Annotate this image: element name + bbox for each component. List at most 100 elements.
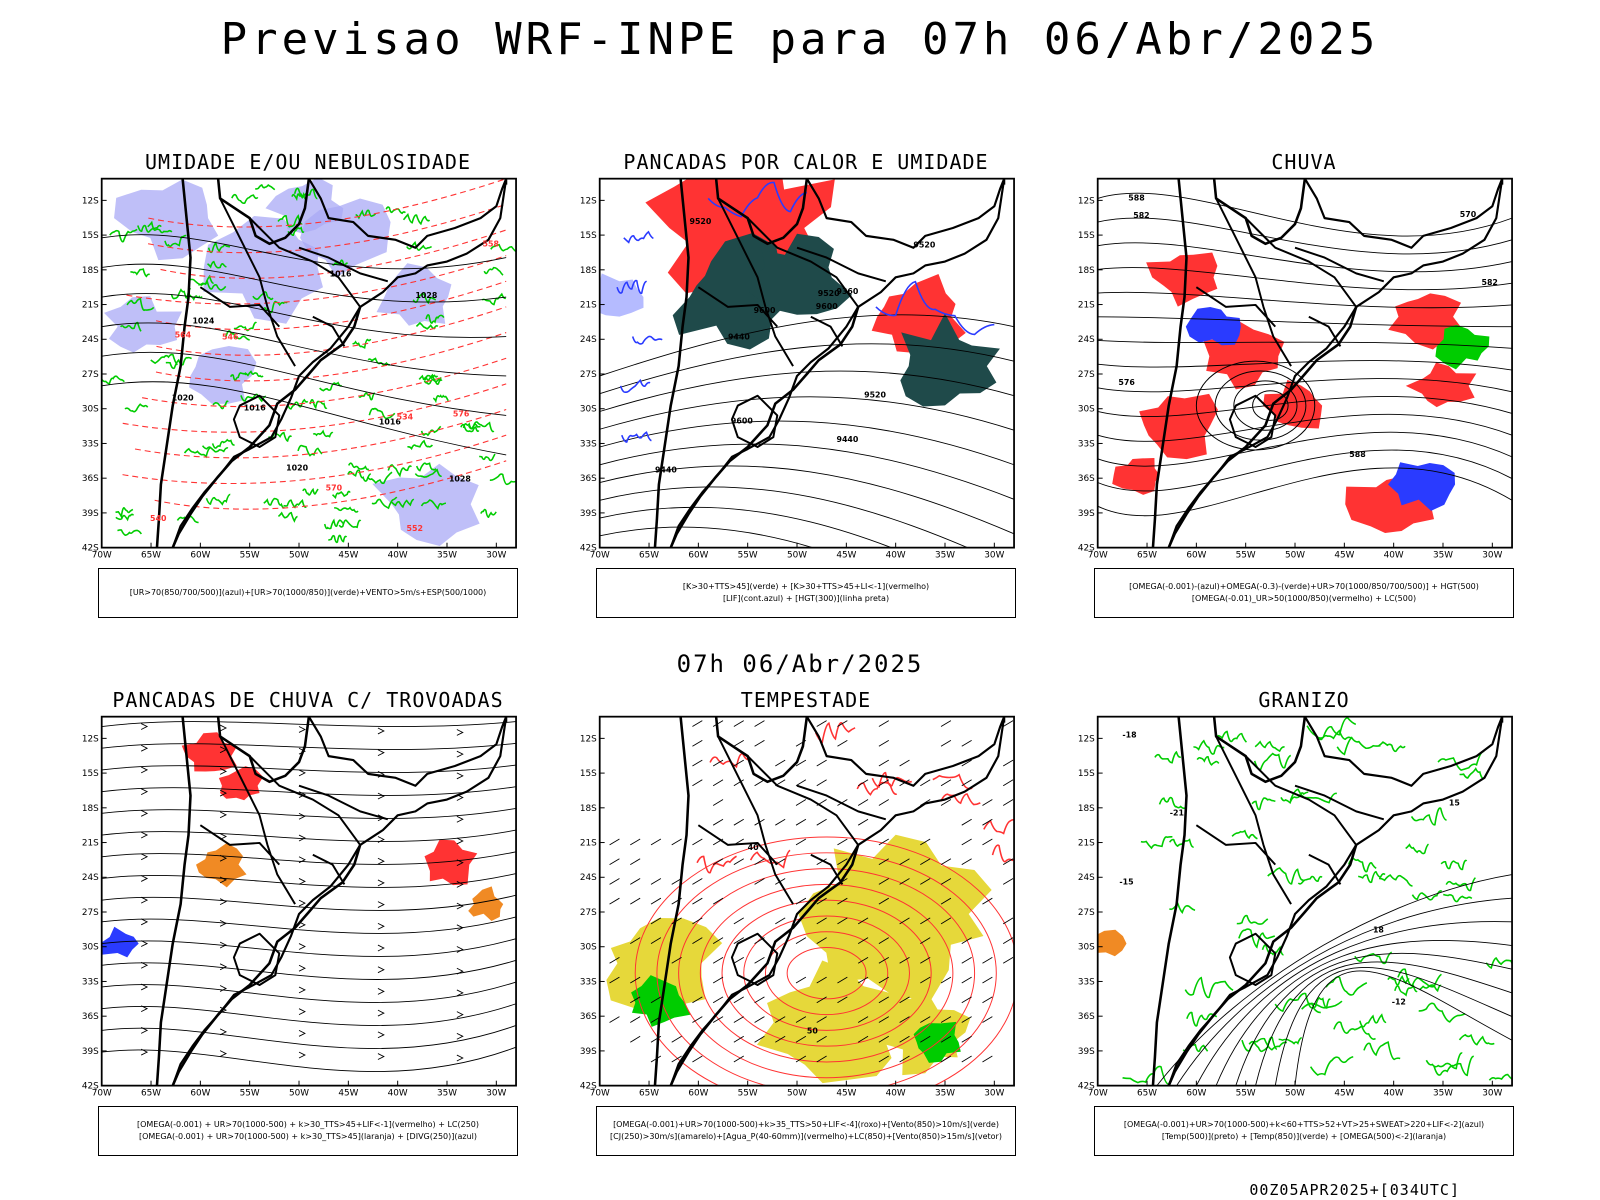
lat-tick-label: 36S: [580, 474, 597, 484]
lat-tick-label: 15S: [1078, 231, 1095, 241]
contour-label: 1020: [286, 464, 308, 473]
lon-tick-label: 70W: [1088, 1088, 1108, 1098]
lon-tick-label: 40W: [388, 550, 408, 560]
lat-tick-label: 33S: [82, 439, 99, 449]
lat-tick-label: 39S: [1078, 509, 1095, 519]
contour-label: 1028: [415, 291, 437, 300]
map-frame: [100, 715, 517, 1087]
lat-tick-label: 33S: [1078, 977, 1095, 987]
contour-label: 576: [453, 409, 470, 418]
lat-tick-label: 24S: [82, 335, 99, 345]
panel-legend: [OMEGA(-0.001)+UR>70(1000-500)+k>35_TTS>…: [596, 1106, 1016, 1156]
panel-legend: [UR>70(850/700/500)](azul)+[UR>70(1000/8…: [98, 568, 518, 618]
lat-tick-label: 21S: [82, 301, 99, 311]
lon-tick-label: 40W: [886, 1088, 906, 1098]
contour-label: 1028: [449, 475, 471, 484]
lon-tick-label: 65W: [639, 1088, 659, 1098]
lat-tick-label: 15S: [82, 231, 99, 241]
lat-tick-label: 42S: [1078, 1082, 1095, 1092]
lat-tick-label: 36S: [1078, 474, 1095, 484]
lat-tick-label: 30S: [580, 943, 597, 953]
weather-map: 50 40 12S 15S 18S 21S 24S 27S 30S 33S 36S 39S 42S70W…: [580, 715, 1015, 1098]
contour-label: 1020: [172, 394, 194, 403]
contour-label: 9600: [731, 416, 753, 425]
weather-map: 582 588 576 570 582 588 12S 15S 18S 21S 24S 27S 30S 3…: [1078, 177, 1513, 560]
contour-label: 9520: [864, 391, 886, 400]
panel-trovoadas: PANCADAS DE CHUVA C/ TROVOADAS 12S 15S 18S 2…: [82, 688, 518, 1168]
contour-label: 1016: [244, 404, 266, 413]
lon-tick-label: 30W: [984, 1088, 1004, 1098]
lat-tick-label: 33S: [82, 977, 99, 987]
lat-tick-label: 39S: [580, 509, 597, 519]
contour-label: -18: [1122, 730, 1136, 739]
legend-line: [OMEGA(-0.01)_UR>50(1000/850)(vermelho) …: [1191, 594, 1417, 603]
lat-tick-label: 12S: [82, 734, 99, 744]
weather-map: -12 -18 -15 -21 18 15 12S 15S 18S 21S 24S 27S 30S 33S…: [1078, 715, 1513, 1098]
lat-tick-label: 33S: [580, 977, 597, 987]
lon-tick-label: 60W: [1186, 1088, 1206, 1098]
lon-tick-label: 45W: [1334, 1088, 1354, 1098]
lat-tick-label: 27S: [580, 908, 597, 918]
lat-tick-label: 15S: [580, 769, 597, 779]
contour-label: 9440: [836, 435, 858, 444]
lat-tick-label: 30S: [1078, 405, 1095, 415]
lon-tick-label: 65W: [1137, 1088, 1157, 1098]
lon-tick-label: 55W: [738, 550, 758, 560]
map-frame: [100, 177, 517, 549]
contour-label: 9440: [655, 466, 677, 475]
legend-line: [OMEGA(-0.001) + UR>70(1000-500) + k>30_…: [138, 1132, 478, 1141]
lon-tick-label: 60W: [688, 550, 708, 560]
lon-tick-label: 60W: [190, 1088, 210, 1098]
lon-tick-label: 55W: [240, 1088, 260, 1098]
lat-tick-label: 36S: [580, 1012, 597, 1022]
contour-label: 9440: [728, 332, 750, 341]
lon-tick-label: 30W: [984, 550, 1004, 560]
lon-tick-label: 50W: [289, 550, 309, 560]
contour-label: 582: [1481, 278, 1497, 287]
lon-tick-label: 40W: [886, 550, 906, 560]
run-timestamp: 00Z05APR2025+[034UTC]: [1249, 1181, 1460, 1199]
contour-label: 9360: [836, 287, 858, 296]
lon-tick-label: 55W: [738, 1088, 758, 1098]
lat-tick-label: 30S: [82, 405, 99, 415]
lat-tick-label: 33S: [1078, 439, 1095, 449]
forecast-time-label: 07h 06/Abr/2025: [676, 650, 924, 678]
lat-tick-label: 42S: [1078, 544, 1095, 554]
lat-tick-label: 12S: [580, 734, 597, 744]
map-frame: [1096, 177, 1513, 549]
contour-label: 570: [1460, 210, 1477, 219]
lat-tick-label: 18S: [82, 266, 99, 276]
contour-label: 552: [407, 524, 423, 533]
lon-tick-label: 60W: [688, 1088, 708, 1098]
lon-tick-label: 50W: [1285, 550, 1305, 560]
lon-tick-label: 35W: [1433, 1088, 1453, 1098]
lat-tick-label: 39S: [580, 1047, 597, 1057]
lon-tick-label: 45W: [836, 1088, 856, 1098]
lon-tick-label: 50W: [787, 1088, 807, 1098]
lat-tick-label: 42S: [580, 544, 597, 554]
legend-line: [OMEGA(-0.001)-(azul)+OMEGA(-0.3)-(verde…: [1129, 582, 1479, 591]
main-title: Previsao WRF-INPE para 07h 06/Abr/2025: [220, 14, 1380, 65]
lat-tick-label: 24S: [1078, 335, 1095, 345]
panel-chuva: CHUVA 582 588 576 570 582 588 12S 15S 18S 21S 24S 27…: [1078, 150, 1514, 630]
lon-tick-label: 30W: [486, 1088, 506, 1098]
map-layers: [606, 716, 1015, 1086]
lon-tick-label: 70W: [1088, 550, 1108, 560]
lat-tick-label: 39S: [82, 1047, 99, 1057]
lat-tick-label: 15S: [82, 769, 99, 779]
lat-tick-label: 21S: [580, 301, 597, 311]
lon-tick-label: 40W: [1384, 1088, 1404, 1098]
panel-legend: [K>30+TTS>45](verde) + [K>30+TTS>45+LI<-…: [596, 568, 1016, 618]
lat-tick-label: 42S: [82, 544, 99, 554]
lon-tick-label: 35W: [935, 1088, 955, 1098]
map-layers: [599, 178, 1015, 548]
contour-label: 1024: [192, 317, 214, 326]
map-layers: [101, 178, 517, 548]
lon-tick-label: 70W: [92, 1088, 112, 1098]
lat-tick-label: 27S: [82, 370, 99, 380]
lon-tick-label: 35W: [935, 550, 955, 560]
panel-title: TEMPESTADE: [740, 688, 872, 712]
contour-label: 534: [397, 412, 414, 421]
contour-label: 15: [1449, 798, 1460, 807]
